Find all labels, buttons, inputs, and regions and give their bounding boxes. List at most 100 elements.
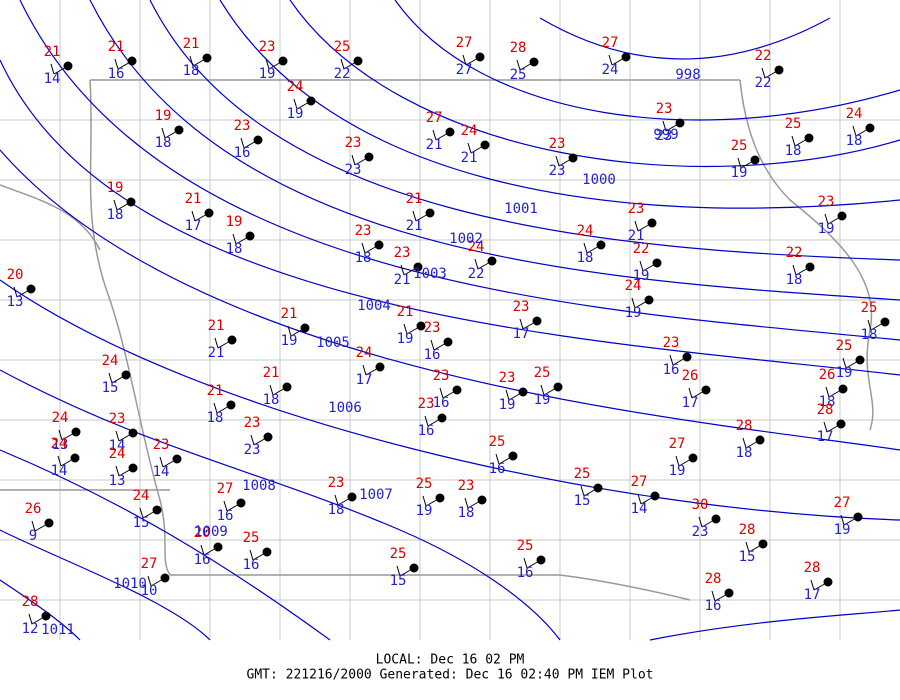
temperature: 20	[7, 267, 24, 283]
station-circle	[374, 240, 384, 250]
temperature: 22	[755, 48, 772, 64]
station-circle	[128, 463, 138, 473]
dewpoint: 17	[185, 218, 202, 234]
temperature: 25	[534, 365, 551, 381]
wind-barb-tick	[249, 549, 254, 561]
temperature: 30	[692, 497, 709, 513]
dewpoint: 16	[433, 395, 450, 411]
station: 26 9	[25, 501, 54, 544]
station: 24 19	[625, 278, 654, 321]
dewpoint: 18	[861, 327, 878, 343]
station: 25 15	[390, 546, 419, 589]
dewpoint: 22	[755, 75, 772, 91]
temperature: 26	[682, 368, 699, 384]
station: 23 14	[109, 411, 138, 454]
temperature: 25	[489, 434, 506, 450]
dewpoint: 19	[534, 392, 551, 408]
wind-barb-tick	[422, 495, 427, 507]
isobar-label: 998	[675, 67, 700, 83]
dewpoint: 18	[785, 143, 802, 159]
station-circle	[508, 451, 518, 461]
station-circle	[445, 127, 455, 137]
station: 21 18	[183, 36, 212, 79]
station-circle	[532, 316, 542, 326]
wind-barb-tick	[412, 210, 417, 222]
wind-barb-tick	[439, 387, 444, 399]
station: 21 19	[397, 304, 426, 347]
dewpoint: 19	[834, 522, 851, 538]
station: 23 19	[499, 370, 528, 413]
wind-barb-tick	[474, 258, 479, 270]
wind-barb-tick	[115, 430, 120, 442]
wind-barb-tick	[232, 233, 237, 245]
temperature: 23	[244, 415, 261, 431]
station: 21 19	[281, 306, 310, 349]
dewpoint: 16	[424, 347, 441, 363]
isobar-labels: 998 999 1000 1001 1002 1003 1004 1005 1006 1007 10…	[41, 67, 701, 638]
dewpoint: 17	[817, 429, 834, 445]
wind-barb-tick	[430, 339, 435, 351]
station-circle	[416, 321, 426, 331]
station: 21 21	[406, 191, 435, 234]
station: 21 21	[208, 318, 237, 361]
station: 26 17	[682, 368, 711, 411]
temperature: 28	[22, 594, 39, 610]
temperature: 24	[51, 436, 68, 452]
isobar-label: 1010	[113, 576, 147, 592]
temperature: 23	[153, 437, 170, 453]
temperature: 22	[786, 245, 803, 261]
wind-barb-tick	[792, 264, 797, 276]
dewpoint: 18	[355, 250, 372, 266]
station: 23 23	[345, 135, 374, 178]
wind-barb-tick	[400, 264, 405, 276]
wind-barb-tick	[108, 372, 113, 384]
station: 26 18	[819, 367, 848, 410]
station: 24 15	[102, 353, 131, 396]
station-circle	[435, 493, 445, 503]
wind-barb-tick	[698, 516, 703, 528]
temperature: 27	[141, 556, 158, 572]
station-circle	[755, 435, 765, 445]
wind-barb-tick	[495, 453, 500, 465]
station: 21 14	[44, 44, 73, 87]
station-circle	[487, 256, 497, 266]
temperature: 25	[416, 476, 433, 492]
temperature: 25	[390, 546, 407, 562]
wind-barb-tick	[200, 544, 205, 556]
wind-barb-tick	[464, 497, 469, 509]
temperature: 21	[108, 39, 125, 55]
station-circle	[536, 555, 546, 565]
dewpoint: 19	[818, 221, 835, 237]
isobar-label: 1006	[328, 400, 362, 416]
dewpoint: 19	[625, 305, 642, 321]
temperature: 24	[468, 239, 485, 255]
station-circle	[202, 53, 212, 63]
station-circle	[480, 140, 490, 150]
station: 28 12	[22, 594, 51, 637]
wind-barb-tick	[362, 364, 367, 376]
temperature: 27	[834, 495, 851, 511]
dewpoint: 18	[846, 133, 863, 149]
station-circle	[227, 335, 237, 345]
temperature: 27	[602, 35, 619, 51]
wind-barb-tick	[810, 579, 815, 591]
station-circle	[475, 52, 485, 62]
dewpoint: 18	[328, 502, 345, 518]
dewpoint: 15	[102, 380, 119, 396]
station-circle	[652, 258, 662, 268]
dewpoint: 12	[22, 621, 39, 637]
station: 27 27	[456, 35, 485, 78]
station-circle	[364, 152, 374, 162]
temperature: 27	[217, 481, 234, 497]
temperature: 23	[513, 299, 530, 315]
station-circle	[701, 385, 711, 395]
station-circle	[160, 573, 170, 583]
dewpoint: 19	[287, 106, 304, 122]
station-circle	[568, 153, 578, 163]
station-circle	[823, 577, 833, 587]
station-circle	[855, 355, 865, 365]
wind-barb-tick	[269, 384, 274, 396]
temperature: 19	[107, 180, 124, 196]
